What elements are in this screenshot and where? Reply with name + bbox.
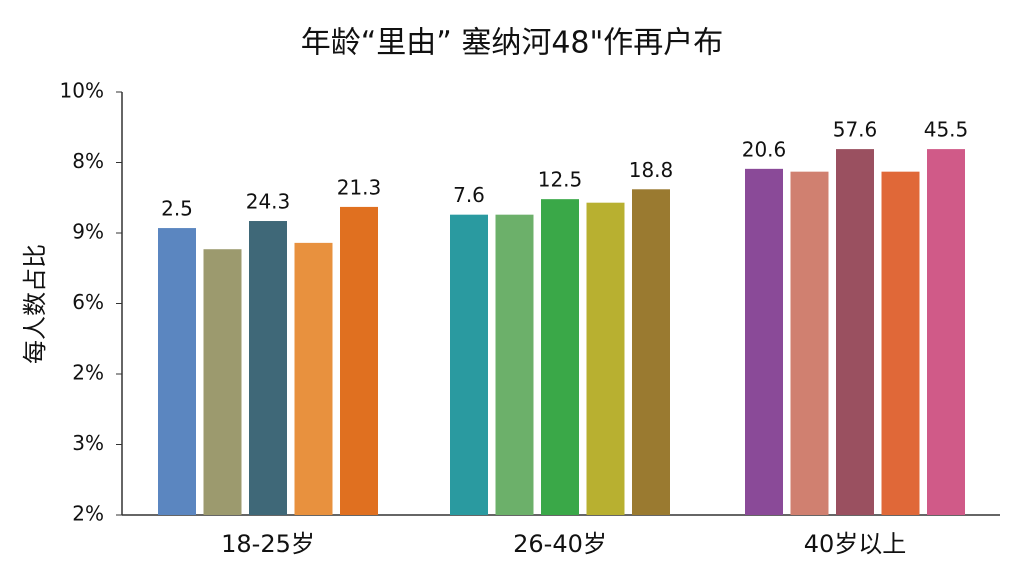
bar [836, 149, 874, 516]
x-tick-label: 26-40岁 [513, 530, 607, 558]
data-label: 20.6 [742, 137, 787, 161]
data-label: 18.8 [629, 158, 674, 182]
bar [881, 171, 920, 516]
data-label: 12.5 [538, 168, 583, 192]
bar [203, 249, 242, 515]
data-label: 21.3 [337, 175, 382, 199]
y-tick-label: 8% [72, 149, 104, 173]
x-tick-label: 18-25岁 [221, 530, 315, 558]
bar [745, 168, 783, 515]
y-tick-label: 6% [72, 290, 104, 314]
y-tick-label: 2% [72, 361, 104, 385]
bar [294, 242, 333, 515]
y-tick-label: 3% [72, 431, 104, 455]
chart-title: 年龄“里由” 塞纳河48"作再户布 [301, 26, 724, 61]
data-label: 57.6 [833, 118, 878, 142]
y-tick-label: 10% [60, 79, 104, 103]
bar [158, 228, 196, 515]
bar [541, 199, 579, 515]
data-label: 24.3 [246, 190, 291, 214]
data-label: 45.5 [924, 118, 969, 142]
y-tick-label: 2% [72, 502, 104, 526]
data-label: 7.6 [453, 183, 485, 207]
bar [586, 202, 625, 515]
bar [632, 189, 670, 516]
bar [927, 149, 965, 516]
x-tick-label: 40岁以上 [804, 530, 907, 558]
data-label: 2.5 [161, 197, 193, 221]
bar [450, 214, 488, 516]
bar [790, 171, 829, 516]
y-tick-label: 9% [72, 220, 104, 244]
bar [249, 221, 287, 515]
bar [340, 206, 378, 516]
bar [495, 214, 534, 516]
y-axis-label: 每人数占比 [21, 244, 49, 364]
